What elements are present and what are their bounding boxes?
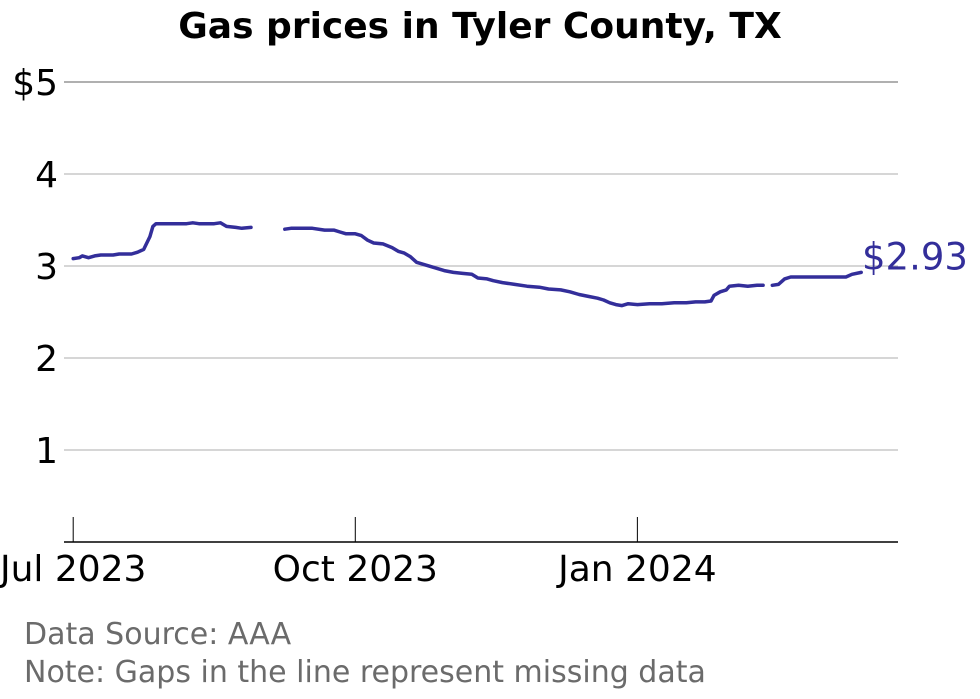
y-tick-label: 2	[35, 339, 58, 380]
x-tick-label: Jan 2024	[556, 549, 717, 590]
y-tick-label: 4	[35, 155, 58, 196]
y-tick-label: 1	[35, 431, 58, 472]
missing-data-note: Note: Gaps in the line represent missing…	[24, 655, 706, 690]
x-axis-ticks: Jul 2023 Oct 2023 Jan 2024	[0, 517, 717, 590]
y-tick-label: 3	[35, 247, 58, 288]
latest-price-label: $2.93	[862, 235, 968, 278]
price-series	[71, 221, 863, 308]
data-source-note: Data Source: AAA	[24, 617, 292, 652]
price-line-segment	[71, 221, 253, 261]
y-axis-ticks: 1 2 3 4 $5	[12, 63, 58, 472]
price-line-segment	[770, 270, 863, 288]
x-tick-label: Oct 2023	[273, 549, 438, 590]
x-tick-label: Jul 2023	[0, 549, 146, 590]
price-line-segment	[283, 226, 765, 308]
y-tick-label: $5	[12, 63, 58, 104]
chart-title: Gas prices in Tyler County, TX	[178, 6, 782, 47]
gridlines	[64, 81, 898, 451]
